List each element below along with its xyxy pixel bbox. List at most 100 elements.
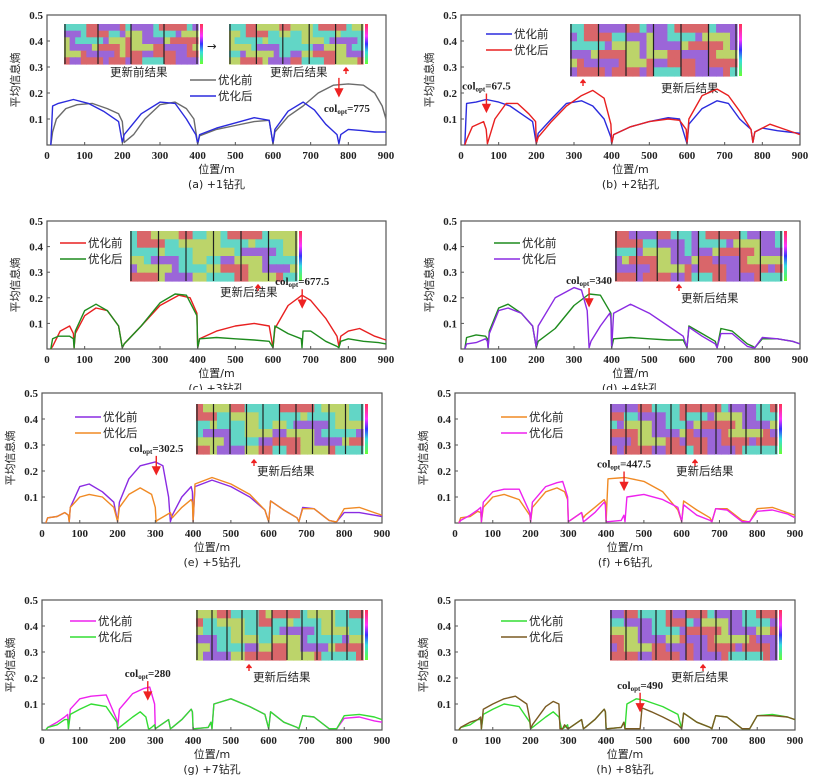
inset-cell	[262, 44, 269, 52]
inset-cell	[269, 239, 277, 249]
inset-cell	[290, 256, 298, 265]
inset-cell	[714, 429, 722, 438]
inset-cell	[220, 239, 229, 249]
inset-cell	[290, 57, 297, 65]
inset-cell	[283, 239, 291, 249]
inset-cell	[251, 44, 258, 52]
inset-cell	[610, 618, 618, 628]
x-tick-label: 100	[490, 354, 507, 366]
inset-cell	[75, 37, 82, 45]
series-line-before	[45, 461, 383, 524]
inset-cell	[244, 420, 253, 430]
x-tick-label: 800	[340, 150, 357, 162]
inset-cell	[164, 44, 171, 52]
panel-caption: (h) +8钻孔	[596, 762, 653, 776]
inset-cell	[314, 626, 322, 636]
inset-cell	[726, 239, 734, 249]
x-tick-label: 300	[152, 354, 169, 366]
inset-cell	[349, 626, 357, 636]
inset-cell	[730, 50, 738, 60]
inset-cell	[707, 437, 715, 447]
inset-cell	[206, 272, 215, 282]
inset-cell	[216, 412, 225, 422]
inset-cell	[709, 67, 717, 77]
y-tick-label: 0.4	[24, 414, 38, 426]
y-axis-label: 平均信息熵	[422, 258, 436, 313]
inset-cell	[721, 643, 729, 653]
x-tick-label: 500	[641, 354, 658, 366]
inset-cell	[642, 272, 651, 282]
inset-cell	[728, 404, 736, 413]
inset-cell	[268, 37, 275, 45]
series-line-after	[45, 476, 383, 524]
inset-cell	[147, 37, 154, 45]
inset-cell	[196, 626, 204, 636]
x-tick-label: 600	[260, 735, 277, 747]
inset-cell	[695, 58, 703, 68]
inset-label: 更新后结果	[257, 464, 315, 478]
inset-cell	[712, 256, 720, 265]
inset-cell	[64, 37, 71, 45]
inset-cell	[186, 24, 193, 32]
inset-cell	[170, 30, 177, 38]
inset-cell	[707, 651, 715, 661]
inset-cell	[269, 247, 277, 257]
inset-cell	[262, 57, 269, 65]
inset-cell	[240, 44, 247, 52]
inset-cell	[723, 24, 731, 34]
inset-label: 更新后结果	[661, 81, 719, 95]
inset-cell	[630, 635, 639, 644]
x-tick-label: 600	[679, 150, 696, 162]
inset-cell	[158, 24, 166, 32]
annotation-subscript: opt	[476, 86, 486, 94]
x-tick-label: 0	[458, 150, 464, 162]
inset-cell	[604, 67, 613, 77]
x-tick-label: 500	[227, 150, 244, 162]
x-axis-label: 位置/m	[198, 366, 234, 380]
inset-cell	[178, 239, 187, 249]
inset-cell	[237, 445, 246, 455]
inset-cell	[286, 437, 295, 447]
inset-cell	[597, 67, 606, 77]
inset-cell	[714, 445, 722, 455]
inset-cell	[698, 272, 707, 282]
inset-cell	[686, 626, 695, 636]
inset-cell	[679, 404, 688, 413]
inset-cell	[658, 635, 667, 644]
inset-cell	[196, 412, 204, 422]
inset-cell	[186, 57, 193, 65]
inset-cell	[622, 239, 630, 249]
inset-cell	[712, 247, 720, 257]
col-opt-annotation: colopt=775	[324, 103, 370, 116]
col-opt-annotation: colopt=677.5	[275, 276, 330, 289]
x-tick-label: 900	[792, 150, 809, 162]
inset-cell	[164, 37, 171, 45]
inset-cell	[672, 412, 681, 422]
inset-cell	[693, 437, 702, 447]
inset-cell	[269, 272, 277, 282]
inset-cell	[230, 429, 239, 438]
inset-cell	[597, 50, 606, 60]
inset-cell	[728, 643, 736, 653]
inset-cell	[286, 429, 295, 438]
inset-cell	[611, 67, 620, 77]
inset-cell	[635, 239, 644, 249]
inset-cell	[181, 30, 188, 38]
inset-cell	[628, 247, 637, 257]
x-tick-label: 100	[485, 528, 502, 540]
inset-cell	[716, 58, 724, 68]
inset-cell	[328, 404, 336, 413]
inset-cell	[229, 57, 236, 65]
y-tick-label: 0.2	[443, 293, 457, 305]
inset-cell	[610, 429, 618, 438]
inset-cell	[220, 231, 229, 240]
borehole-marker-icon	[675, 283, 683, 291]
inset-cell	[142, 24, 149, 32]
inset-cell	[646, 32, 655, 42]
inset-map-after	[229, 24, 368, 65]
inset-cell	[256, 50, 264, 58]
panel-caption: (g) +7钻孔	[183, 762, 240, 776]
inset-cell	[244, 651, 253, 661]
inset-cell	[349, 404, 357, 413]
inset-cell	[761, 264, 769, 274]
